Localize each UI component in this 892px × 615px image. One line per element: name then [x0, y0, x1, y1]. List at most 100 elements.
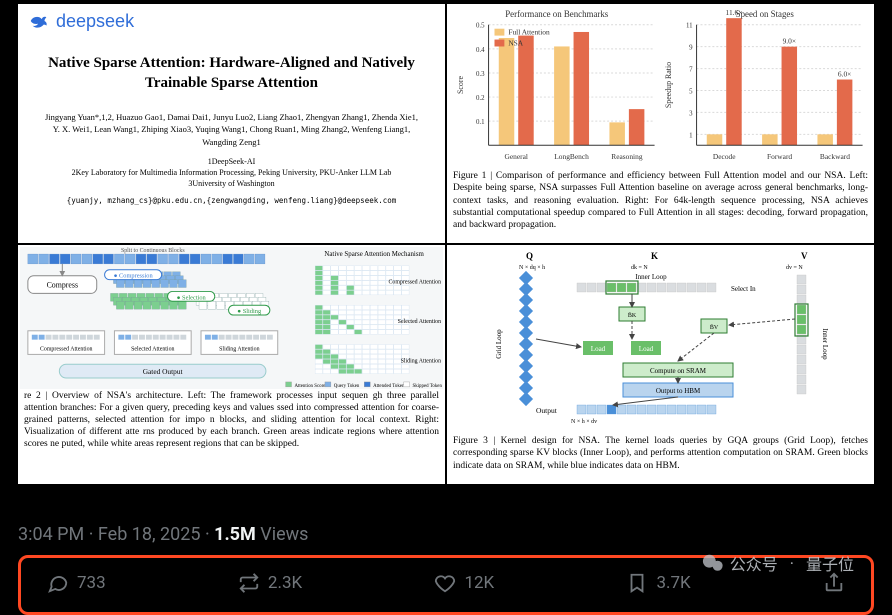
svg-text:Selected Attention: Selected Attention — [398, 319, 441, 325]
svg-text:Attention Score: Attention Score — [294, 384, 325, 389]
figure2-caption: re 2 | Overview of NSA's architecture. L… — [20, 389, 443, 452]
svg-text:dv = N: dv = N — [786, 265, 803, 271]
paper-title: Native Sparse Attention: Hardware-Aligne… — [28, 54, 435, 93]
like-count: 12K — [464, 573, 494, 593]
svg-text:Speedup Ratio: Speedup Ratio — [663, 62, 672, 108]
svg-text:Load: Load — [590, 345, 605, 353]
svg-text:N × dq × h: N × dq × h — [519, 265, 545, 271]
paper-title-line1: Native Sparse Attention: Hardware-Aligne… — [48, 55, 415, 71]
svg-text:0.3: 0.3 — [476, 71, 485, 78]
share-button[interactable] — [823, 572, 845, 594]
svg-text:Full Attention: Full Attention — [508, 28, 550, 37]
tweet-actions-highlight: 733 2.3K 12K 3.7K — [18, 555, 874, 615]
svg-text:Select In: Select In — [731, 285, 756, 293]
svg-text:Performance on Benchmarks: Performance on Benchmarks — [505, 9, 609, 19]
svg-text:General: General — [505, 152, 528, 161]
svg-text:Score: Score — [456, 76, 465, 94]
repost-icon — [238, 572, 260, 594]
svg-text:Inner Loop: Inner Loop — [635, 273, 667, 281]
media-grid[interactable]: deepseek Native Sparse Attention: Hardwa… — [18, 4, 874, 484]
affiliations: 1DeepSeek-AI 2Key Laboratory for Multime… — [28, 156, 435, 190]
benchmark-chart: Performance on Benchmarks0.10.20.30.40.5… — [453, 6, 661, 166]
svg-text:6.0×: 6.0× — [837, 70, 850, 79]
authors-l2: Y. X. Wei1, Lean Wang1, Zhiping Xiao3, Y… — [28, 123, 435, 135]
tweet-views-label: Views — [260, 524, 308, 545]
svg-text:0.4: 0.4 — [476, 47, 485, 54]
svg-text:● Selection: ● Selection — [177, 294, 207, 301]
speedup-chart: Speed on Stages 1 3 5 7 9 11 Speedup Ratio 11.6×… — [661, 6, 869, 166]
tweet-meta: 3:04 PM · Feb 18, 2025 · 1.5M Views — [18, 524, 874, 555]
svg-text:Attended Token: Attended Token — [373, 384, 405, 389]
svg-text:● Sliding: ● Sliding — [237, 308, 262, 315]
svg-text:Compress: Compress — [47, 281, 78, 290]
svg-text:Compressed Attention: Compressed Attention — [40, 346, 93, 352]
tweet-date: Feb 18, 2025 — [98, 524, 201, 545]
repost-button[interactable]: 2.3K — [238, 572, 302, 594]
svg-text:Output to HBM: Output to HBM — [655, 387, 700, 395]
bookmark-count: 3.7K — [656, 573, 690, 593]
svg-text:K: K — [651, 251, 658, 261]
svg-text:Speed on Stages: Speed on Stages — [735, 9, 794, 19]
deepseek-logo: deepseek — [28, 10, 435, 32]
tweet-views-count: 1.5M — [214, 524, 256, 545]
bookmark-icon — [626, 572, 648, 594]
affil-3: 3University of Washington — [28, 178, 435, 189]
svg-text:Grid Loop: Grid Loop — [495, 329, 503, 359]
svg-text:9: 9 — [689, 45, 693, 52]
media-pane-paper-header[interactable]: deepseek Native Sparse Attention: Hardwa… — [18, 4, 445, 243]
svg-text:NSA: NSA — [508, 38, 523, 47]
svg-text:Reasoning: Reasoning — [611, 152, 643, 161]
svg-text:11: 11 — [685, 23, 692, 30]
svg-text:Native Sparse Attention Mechan: Native Sparse Attention Mechanism — [324, 251, 424, 258]
authors-l3: Wangding Zeng1 — [28, 136, 435, 148]
svg-text:Split to Continuous Blocks: Split to Continuous Blocks — [121, 248, 185, 254]
svg-text:Backward: Backward — [819, 152, 849, 161]
svg-text:3: 3 — [689, 110, 693, 117]
whale-icon — [28, 10, 50, 32]
svg-text:B̄K: B̄K — [627, 312, 636, 319]
share-icon — [823, 572, 845, 594]
authors-l1: Jingyang Yuan*,1,2, Huazuo Gao1, Damai D… — [28, 111, 435, 123]
svg-text:9.0×: 9.0× — [782, 37, 795, 46]
svg-text:7: 7 — [689, 67, 693, 74]
figure3-caption: Figure 3 | Kernel design for NSA. The ke… — [453, 435, 868, 472]
architecture-diagram: Split to Continuous Blocks Compress ● Comp… — [20, 247, 443, 389]
svg-text:Q: Q — [526, 251, 533, 261]
bookmark-button[interactable]: 3.7K — [626, 572, 690, 594]
authors-block: Jingyang Yuan*,1,2, Huazuo Gao1, Damai D… — [28, 111, 435, 148]
media-pane-kernel[interactable]: QN × dq × hGrid LoopKdk = NInner LoopSel… — [447, 245, 874, 484]
tweet-time: 3:04 PM — [18, 524, 84, 545]
svg-text:Sliding Attention: Sliding Attention — [401, 358, 441, 364]
brand-text: deepseek — [56, 11, 134, 32]
svg-text:LongBench: LongBench — [554, 152, 589, 161]
kernel-diagram: QN × dq × hGrid LoopKdk = NInner LoopSel… — [453, 249, 868, 429]
emails: {yuanjy, mzhang_cs}@pku.edu.cn,{zengwang… — [28, 196, 435, 205]
tweet-footer: 3:04 PM · Feb 18, 2025 · 1.5M Views 733 … — [18, 516, 874, 615]
svg-text:Skipped Token: Skipped Token — [413, 384, 443, 389]
reply-count: 733 — [77, 573, 106, 593]
svg-text:Decode: Decode — [712, 152, 735, 161]
figure1-caption: Figure 1 | Comparison of performance and… — [453, 170, 868, 232]
media-pane-architecture[interactable]: Split to Continuous Blocks Compress ● Comp… — [18, 245, 445, 484]
svg-text:0.5: 0.5 — [476, 23, 485, 30]
repost-count: 2.3K — [268, 573, 302, 593]
svg-text:Compute on SRAM: Compute on SRAM — [649, 367, 706, 375]
svg-text:Query Token: Query Token — [334, 384, 360, 389]
svg-text:Gated Output: Gated Output — [143, 367, 183, 376]
svg-text:1: 1 — [689, 132, 693, 139]
svg-text:V: V — [801, 251, 808, 261]
media-pane-charts[interactable]: Performance on Benchmarks0.10.20.30.40.5… — [447, 4, 874, 243]
svg-text:● Compression: ● Compression — [114, 273, 154, 280]
paper-title-line2: Trainable Sparse Attention — [145, 75, 318, 91]
like-button[interactable]: 12K — [434, 572, 494, 594]
svg-text:5: 5 — [689, 88, 693, 95]
reply-button[interactable]: 733 — [47, 572, 106, 594]
svg-text:0.1: 0.1 — [476, 119, 485, 126]
svg-text:B̄V: B̄V — [709, 324, 718, 331]
svg-text:Inner Loop: Inner Loop — [821, 328, 829, 360]
svg-text:Output: Output — [536, 406, 558, 415]
svg-text:N × h × dv: N × h × dv — [571, 419, 597, 425]
heart-icon — [434, 572, 456, 594]
svg-text:11.6×: 11.6× — [725, 8, 742, 17]
affil-1: 1DeepSeek-AI — [28, 156, 435, 167]
